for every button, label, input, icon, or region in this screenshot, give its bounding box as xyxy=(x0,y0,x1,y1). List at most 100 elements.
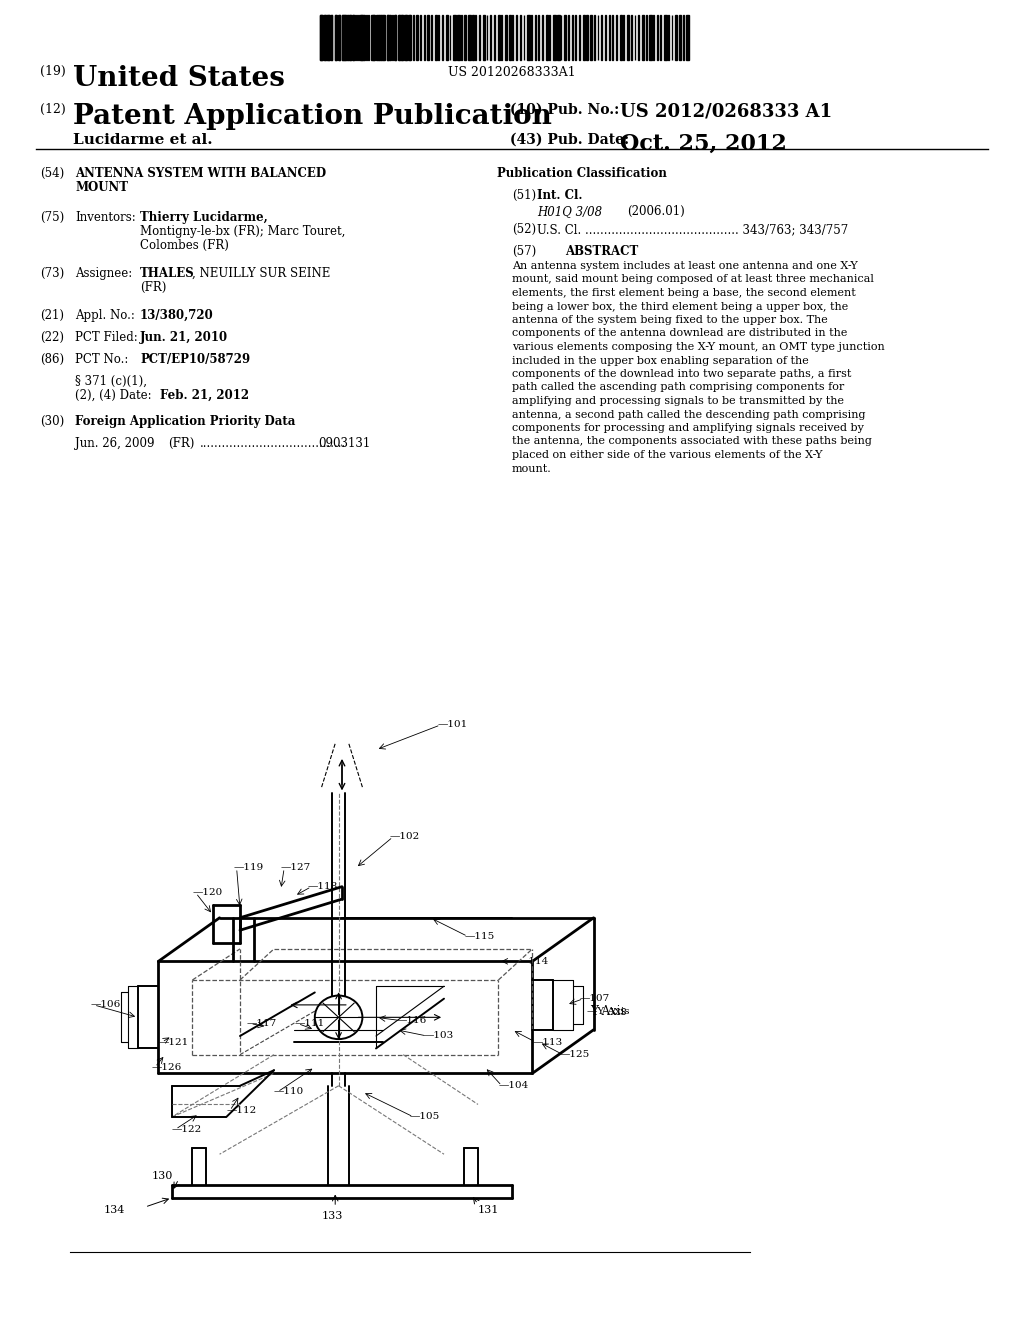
Bar xyxy=(435,15,437,59)
Bar xyxy=(360,15,362,59)
Text: (2006.01): (2006.01) xyxy=(627,205,685,218)
Bar xyxy=(397,15,399,59)
Text: (FR): (FR) xyxy=(140,281,166,294)
Text: the antenna, the components associated with these paths being: the antenna, the components associated w… xyxy=(512,437,871,446)
Text: components of the downlead into two separate paths, a first: components of the downlead into two sepa… xyxy=(512,370,851,379)
Text: Jun. 21, 2010: Jun. 21, 2010 xyxy=(140,331,228,345)
Bar xyxy=(413,15,415,59)
Text: —117: —117 xyxy=(247,1019,278,1028)
Bar xyxy=(358,15,361,59)
Bar xyxy=(424,15,425,59)
Bar xyxy=(342,15,345,59)
Text: —126: —126 xyxy=(152,1063,182,1072)
Text: —119: —119 xyxy=(233,863,263,873)
Text: ANTENNA SYSTEM WITH BALANCED: ANTENNA SYSTEM WITH BALANCED xyxy=(75,168,326,180)
Text: (51): (51) xyxy=(512,189,537,202)
Text: (22): (22) xyxy=(40,331,63,345)
Bar xyxy=(387,15,390,59)
Text: —118: —118 xyxy=(308,882,338,891)
Text: —103: —103 xyxy=(424,1031,454,1040)
Text: US 20120268333A1: US 20120268333A1 xyxy=(449,66,575,79)
Text: (21): (21) xyxy=(40,309,63,322)
Text: —125: —125 xyxy=(559,1051,590,1059)
Bar xyxy=(391,15,392,59)
Text: various elements composing the X-Y mount, an OMT type junction: various elements composing the X-Y mount… xyxy=(512,342,885,352)
Text: —116: —116 xyxy=(396,1016,427,1024)
Text: —101: —101 xyxy=(437,721,467,730)
Text: PCT/EP10/58729: PCT/EP10/58729 xyxy=(140,352,250,366)
Text: (19): (19) xyxy=(40,65,66,78)
Text: (2), (4) Date:: (2), (4) Date: xyxy=(75,389,152,403)
Bar xyxy=(381,15,383,59)
Text: —127: —127 xyxy=(281,863,311,873)
Bar xyxy=(339,15,340,59)
Text: ABSTRACT: ABSTRACT xyxy=(565,246,639,257)
Text: MOUNT: MOUNT xyxy=(75,181,128,194)
Bar xyxy=(557,15,559,59)
Bar xyxy=(394,15,396,59)
Bar xyxy=(395,15,396,59)
Text: Int. Cl.: Int. Cl. xyxy=(537,189,583,202)
Text: 0903131: 0903131 xyxy=(318,437,371,450)
Bar xyxy=(649,15,652,59)
Text: —105: —105 xyxy=(410,1113,440,1122)
Bar xyxy=(564,15,566,59)
Bar xyxy=(319,15,324,59)
Bar xyxy=(505,15,507,59)
Bar xyxy=(328,15,329,59)
Bar xyxy=(399,15,400,59)
Bar xyxy=(352,15,354,59)
Bar xyxy=(454,15,456,59)
Bar xyxy=(642,15,644,59)
Text: —122: —122 xyxy=(172,1125,203,1134)
Text: Appl. No.:: Appl. No.: xyxy=(75,309,135,322)
Bar xyxy=(498,15,501,59)
Bar xyxy=(583,15,585,59)
Bar xyxy=(355,15,356,59)
Bar xyxy=(587,15,588,59)
Text: —112: —112 xyxy=(226,1106,257,1115)
Bar xyxy=(372,15,374,59)
Text: US 2012/0268333 A1: US 2012/0268333 A1 xyxy=(620,103,833,121)
Bar xyxy=(319,15,322,59)
Text: —102: —102 xyxy=(389,833,420,841)
Bar xyxy=(367,15,368,59)
Text: being a lower box, the third element being a upper box, the: being a lower box, the third element bei… xyxy=(512,301,848,312)
Text: —110: —110 xyxy=(274,1088,304,1097)
Text: 134: 134 xyxy=(104,1205,125,1216)
Bar xyxy=(590,15,592,59)
Text: PCT No.:: PCT No.: xyxy=(75,352,128,366)
Text: Feb. 21, 2012: Feb. 21, 2012 xyxy=(160,389,249,403)
Bar xyxy=(362,15,364,59)
Text: Inventors:: Inventors: xyxy=(75,211,136,224)
Bar xyxy=(686,15,689,59)
Bar xyxy=(371,15,372,59)
Text: —114: —114 xyxy=(519,957,549,966)
Text: elements, the first element being a base, the second element: elements, the first element being a base… xyxy=(512,288,856,298)
Bar xyxy=(571,15,573,59)
Text: (FR): (FR) xyxy=(168,437,195,450)
Bar xyxy=(344,15,346,59)
Text: —107: —107 xyxy=(580,994,610,1003)
Text: —104: —104 xyxy=(499,1081,528,1090)
Bar xyxy=(468,15,471,59)
Text: —111: —111 xyxy=(295,1019,325,1028)
Bar xyxy=(331,15,332,59)
Bar xyxy=(527,15,529,59)
Text: Thierry Lucidarme,: Thierry Lucidarme, xyxy=(140,211,267,224)
Bar xyxy=(546,15,549,59)
Text: H01Q 3/08: H01Q 3/08 xyxy=(537,205,602,218)
Bar xyxy=(627,15,629,59)
Text: antenna of the system being fixed to the upper box. The: antenna of the system being fixed to the… xyxy=(512,315,827,325)
Text: (10) Pub. No.:: (10) Pub. No.: xyxy=(510,103,620,117)
Bar xyxy=(384,15,385,59)
Bar xyxy=(464,15,466,59)
Text: —121: —121 xyxy=(159,1038,188,1047)
Text: Lucidarme et al.: Lucidarme et al. xyxy=(73,133,213,147)
Text: 13/380,720: 13/380,720 xyxy=(140,309,214,322)
Text: antenna, a second path called the descending path comprising: antenna, a second path called the descen… xyxy=(512,409,865,420)
Text: (30): (30) xyxy=(40,414,65,428)
Text: —113: —113 xyxy=(532,1038,562,1047)
Text: Publication Classification: Publication Classification xyxy=(497,168,667,180)
Text: placed on either side of the various elements of the X-Y: placed on either side of the various ele… xyxy=(512,450,822,459)
